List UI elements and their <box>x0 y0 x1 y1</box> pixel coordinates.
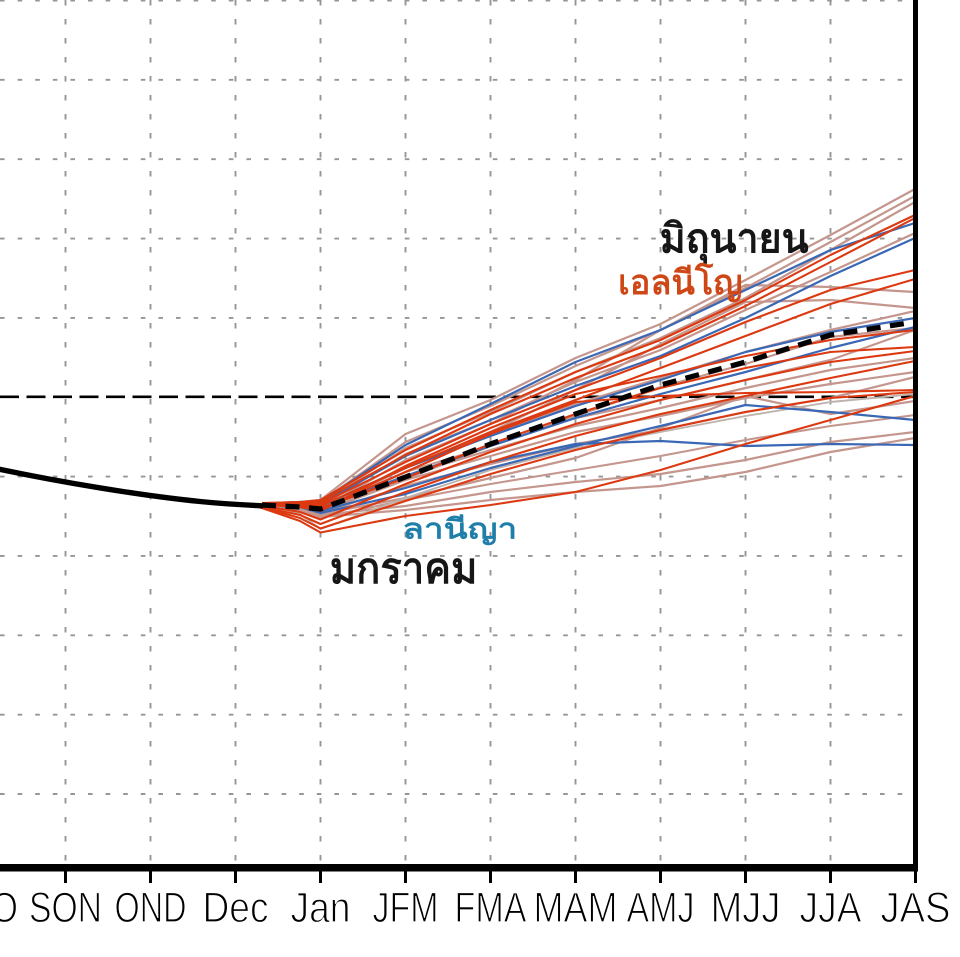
svg-text:AMJ: AMJ <box>627 884 695 932</box>
svg-text:Jan: Jan <box>291 884 351 932</box>
svg-text:JAS: JAS <box>881 884 951 932</box>
svg-text:OND: OND <box>115 884 187 932</box>
svg-text:JFM: JFM <box>373 884 439 932</box>
svg-text:SON: SON <box>29 884 102 932</box>
svg-text:ASO: ASO <box>0 884 18 932</box>
svg-text:FMA: FMA <box>455 884 527 932</box>
svg-text:Dec: Dec <box>203 884 269 932</box>
svg-text:JJA: JJA <box>800 884 862 932</box>
svg-text:MJJ: MJJ <box>711 884 781 932</box>
svg-text:MAM: MAM <box>534 884 618 932</box>
